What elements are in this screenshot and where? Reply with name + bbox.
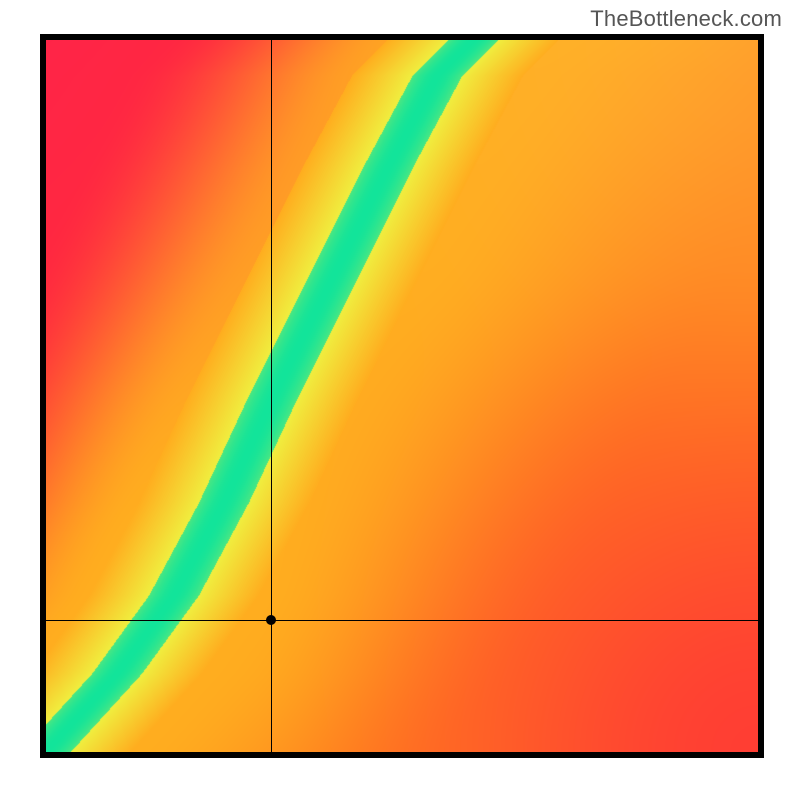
heatmap-canvas bbox=[46, 40, 758, 752]
watermark-text: TheBottleneck.com bbox=[590, 6, 782, 32]
crosshair-vertical bbox=[271, 40, 272, 752]
crosshair-horizontal bbox=[46, 620, 758, 621]
chart-container: TheBottleneck.com bbox=[0, 0, 800, 800]
